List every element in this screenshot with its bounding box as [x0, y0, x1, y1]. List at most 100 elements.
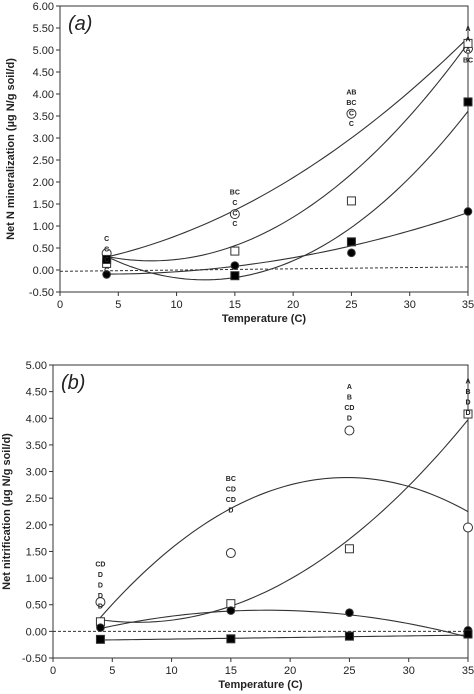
- significance-letter: BC: [346, 100, 356, 107]
- significance-letter: C: [232, 221, 237, 228]
- data-point-open-circle: [463, 522, 473, 533]
- fit-curve-open-circle: [100, 476, 469, 618]
- significance-letter: D: [465, 410, 470, 417]
- x-axis-title: Temperature (C): [218, 679, 302, 691]
- fit-curve-filled-circle: [106, 212, 469, 275]
- significance-letter: D: [98, 593, 103, 600]
- x-tick-label: 15: [229, 299, 241, 311]
- significance-letter: AB: [346, 89, 356, 96]
- x-tick-label: 20: [287, 299, 299, 311]
- data-point-filled-square: [463, 97, 473, 107]
- data-point-filled-square: [230, 271, 240, 281]
- significance-letter: BC: [226, 476, 236, 483]
- significance-letter: CD: [226, 497, 236, 504]
- fit-curve-filled-circle: [100, 609, 469, 638]
- y-tick-label: 3.00: [33, 133, 54, 145]
- x-tick-label: 0: [50, 665, 56, 677]
- x-tick-label: 30: [403, 665, 415, 677]
- y-tick-label: 6.00: [33, 1, 54, 13]
- significance-letter: A: [465, 47, 470, 54]
- data-point-open-square: [344, 544, 354, 554]
- y-tick-label: 0.50: [33, 243, 54, 255]
- zero-reference-line: [59, 266, 469, 272]
- data-point-filled-circle: [102, 270, 111, 279]
- significance-letter: B: [347, 394, 352, 401]
- fit-curve-open-square: [100, 419, 469, 623]
- data-point-filled-square: [102, 254, 112, 264]
- y-tick-label: 5.00: [26, 360, 47, 372]
- y-tick-label: 4.50: [26, 387, 47, 399]
- significance-letter: D: [98, 582, 103, 589]
- data-point-open-circle: [344, 425, 355, 436]
- data-point-filled-circle: [96, 623, 105, 632]
- x-tick-label: 5: [115, 299, 121, 311]
- y-tick-label: 2.00: [26, 520, 47, 532]
- significance-letter: CD: [344, 405, 354, 412]
- significance-letter: C: [232, 200, 237, 207]
- fit-curve-open-square: [106, 42, 469, 262]
- y-tick-label: 2.50: [33, 155, 54, 167]
- significance-letter: CD: [226, 487, 236, 494]
- y-tick-label: 4.50: [33, 67, 54, 79]
- y-tick-label: 1.50: [33, 199, 54, 211]
- significance-letter: C: [104, 267, 109, 274]
- y-tick-label: 1.00: [26, 573, 47, 585]
- data-point-open-square: [463, 38, 473, 48]
- significance-letter: C: [349, 110, 354, 117]
- y-tick-label: 1.50: [26, 546, 47, 558]
- significance-letter: D: [98, 572, 103, 579]
- data-point-filled-square: [226, 634, 236, 644]
- x-tick-label: 10: [170, 299, 182, 311]
- y-tick-label: 2.50: [26, 493, 47, 505]
- plot-frame: [59, 5, 469, 293]
- data-point-filled-circle: [345, 608, 354, 618]
- y-tick-label: 3.50: [33, 111, 54, 123]
- x-tick-label: 20: [284, 665, 296, 677]
- data-point-open-square: [346, 196, 356, 206]
- significance-letter: A: [465, 37, 470, 44]
- data-point-filled-square: [344, 631, 354, 641]
- x-tick-label: 5: [109, 665, 115, 677]
- y-tick-label: 3.50: [26, 440, 47, 452]
- fit-curve-filled-square: [106, 110, 469, 281]
- data-point-filled-circle: [230, 261, 240, 270]
- x-tick-label: 35: [462, 299, 474, 311]
- panel-label: (a): [68, 13, 92, 35]
- significance-letter: B: [465, 389, 470, 396]
- y-tick-label: 2.00: [33, 177, 54, 189]
- significance-letter: D: [347, 415, 352, 422]
- y-tick-label: 5.00: [33, 45, 54, 57]
- significance-letter: A: [465, 379, 470, 386]
- y-axis-title: Net nitrification (µg N/g soil/d): [1, 433, 13, 590]
- y-tick-label: 0.00: [33, 265, 54, 277]
- panel-a: 0 5 10 15 20 25 30 35 -0.50 0.00 0.50 1.00 1.50 2.00 2…: [5, 1, 474, 325]
- panel-label: (b): [61, 372, 85, 394]
- data-point-open-square: [463, 409, 473, 419]
- data-point-open-circle: [225, 548, 236, 559]
- data-point-filled-circle: [347, 248, 356, 258]
- panel-b: 0 5 10 15 20 25 30 35 -0.50 0.00 0.50 1.00 1.50 2.00 2…: [1, 360, 474, 691]
- significance-letter: CD: [95, 561, 105, 568]
- x-tick-label: 25: [343, 665, 355, 677]
- significance-letter: D: [465, 400, 470, 407]
- fit-curve-filled-square: [100, 634, 469, 641]
- y-axis-title: Net N mineralization (µg N/g soil/d): [5, 58, 17, 240]
- data-point-open-circle: [346, 108, 357, 119]
- data-point-filled-square: [95, 634, 105, 644]
- fit-curve-open-circle: [106, 37, 469, 258]
- y-tick-label: 3.00: [26, 467, 47, 479]
- y-tick-label: 1.00: [33, 221, 54, 233]
- y-tick-label: 4.00: [26, 413, 47, 425]
- significance-letter: BC: [463, 58, 473, 65]
- y-tick-label: 0.50: [26, 600, 47, 612]
- data-point-open-square: [230, 246, 240, 256]
- significance-letter: C: [104, 246, 109, 253]
- plot-frame: [52, 364, 469, 659]
- x-tick-label: 0: [57, 299, 63, 311]
- x-tick-label: 25: [345, 299, 357, 311]
- significance-letter: A: [347, 384, 352, 391]
- x-tick-label: 10: [165, 665, 177, 677]
- y-tick-label: 5.50: [33, 23, 54, 35]
- y-tick-label: -0.50: [29, 287, 54, 299]
